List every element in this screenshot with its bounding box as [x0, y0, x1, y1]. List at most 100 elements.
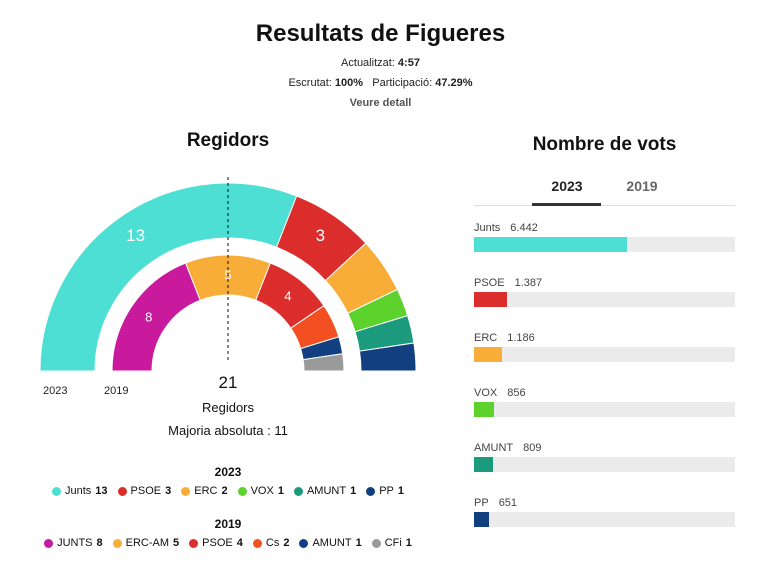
bar-vote-count: 856 — [507, 387, 526, 399]
bar-track — [474, 512, 735, 527]
page-title: Resultats de Figueres — [255, 20, 506, 47]
bar-track — [474, 292, 735, 307]
legend-party-name: JUNTS — [57, 537, 93, 549]
legend-party-seats: 1 — [277, 485, 284, 497]
bar-label: PSOE 1.387 — [474, 277, 735, 292]
legend-dot-icon — [112, 538, 122, 548]
legend-dot-icon — [189, 538, 199, 548]
legend-party-seats: 1 — [405, 537, 412, 549]
legend-item-amunt: AMUNT 1 — [299, 537, 362, 549]
legend-party-seats: 2 — [221, 485, 228, 497]
bar-track — [474, 457, 735, 472]
legend-party-name: CFi — [384, 537, 402, 549]
legend-party-seats: 3 — [165, 485, 172, 497]
bar-fill-junts — [474, 237, 627, 252]
seat-label-psoe: 4 — [284, 288, 291, 303]
bar-party-name: Junts — [474, 222, 501, 234]
bar-fill-psoe — [474, 292, 507, 307]
bar-party-name: AMUNT — [474, 442, 514, 454]
updated-time: 4:57 — [397, 57, 420, 69]
bar-label: PP 651 — [474, 497, 735, 512]
bar-row-vox: VOX 856 — [474, 387, 735, 417]
legend-year-2023: 2023 — [214, 465, 242, 479]
legend-2023: Junts 13 PSOE 3 ERC 2 VOX 1 AMUNT 1 PP 1 — [20, 485, 436, 497]
legend-item-vox: VOX 1 — [237, 485, 284, 497]
legend-item-psoe: PSOE 3 — [117, 485, 172, 497]
bar-vote-count: 1.387 — [514, 277, 543, 289]
legend-item-psoe: PSOE 4 — [189, 537, 243, 549]
legend-2019: JUNTS 8 ERC-AM 5 PSOE 4 Cs 2 AMUNT 1 CFi 1 — [20, 537, 436, 549]
bar-row-amunt: AMUNT 809 — [474, 442, 735, 472]
updated-label: Actualitzat: — [341, 57, 395, 69]
total-seats: 21 — [218, 373, 238, 392]
bar-fill-amunt — [474, 457, 493, 472]
legend-party-seats: 2 — [283, 537, 290, 549]
legend-party-seats: 1 — [355, 537, 362, 549]
bar-party-name: PSOE — [474, 277, 505, 289]
bar-label: ERC 1.186 — [474, 332, 735, 347]
bar-fill-vox — [474, 402, 494, 417]
legend-party-name: Junts — [64, 485, 92, 497]
bar-track — [474, 237, 735, 252]
tab-rule — [474, 205, 735, 206]
bar-vote-count: 6.442 — [510, 222, 538, 234]
scrutiny-line: Escrutat: 100% Participació: 47.29% — [0, 77, 761, 89]
legend-item-junts: JUNTS 8 — [44, 537, 103, 549]
bar-fill-erc — [474, 347, 502, 362]
legend-item-erc-am: ERC-AM 5 — [112, 537, 180, 549]
legend-party-name: PP — [379, 485, 394, 497]
year-tabs: 2023 2019 — [474, 178, 735, 206]
legend-party-name: AMUNT — [312, 537, 352, 549]
bar-party-name: ERC — [474, 332, 498, 344]
legend-item-amunt: AMUNT 1 — [293, 485, 356, 497]
bar-vote-count: 1.186 — [507, 332, 535, 344]
legend-item-cfi: CFi 1 — [371, 537, 412, 549]
legend-item-pp: PP 1 — [366, 485, 404, 497]
outer-ring-2023: 13 3 — [39, 182, 417, 372]
participation-label: Participació: — [372, 77, 433, 89]
legend-party-name: ERC-AM — [125, 537, 170, 549]
scrutiny-value: 100% — [334, 77, 364, 89]
bar-party-name: VOX — [474, 387, 498, 399]
legend-dot-icon — [293, 486, 303, 496]
legend-party-name: ERC — [194, 485, 218, 497]
bar-party-name: PP — [474, 497, 489, 509]
bar-row-pp: PP 651 — [474, 497, 735, 527]
tab-2023[interactable]: 2023 — [551, 178, 583, 194]
legend-dot-icon — [299, 538, 309, 548]
inner-ring-2019: 854 — [111, 254, 345, 372]
updated-line: Actualitzat: 4:57 — [0, 57, 761, 69]
bar-track — [474, 347, 735, 362]
bar-track — [474, 402, 735, 417]
legend-party-seats: 1 — [397, 485, 404, 497]
majority-label: Majoria absoluta : 11 — [168, 423, 288, 438]
legend-dot-icon — [366, 486, 376, 496]
legend-party-seats: 13 — [95, 485, 108, 497]
bar-label: AMUNT 809 — [474, 442, 735, 457]
bar-fill-pp — [474, 512, 489, 527]
seat-slice-cfi — [302, 353, 345, 372]
bar-vote-count: 809 — [523, 442, 542, 454]
seat-label-psoe: 3 — [316, 226, 325, 245]
year-outer-label: 2023 — [43, 385, 68, 397]
seats-title: Regidors — [186, 130, 270, 151]
tab-2019[interactable]: 2019 — [626, 178, 658, 194]
legend-item-junts: Junts 13 — [51, 485, 108, 497]
detail-link[interactable]: Veure detall — [349, 97, 412, 109]
legend-party-name: PSOE — [130, 485, 162, 497]
seat-slice-pp — [358, 342, 417, 372]
legend-party-seats: 5 — [173, 537, 180, 549]
bar-label: VOX 856 — [474, 387, 735, 402]
seat-slice-junts — [39, 182, 298, 372]
legend-party-name: AMUNT — [306, 485, 347, 497]
legend-party-name: Cs — [265, 537, 280, 549]
legend-dot-icon — [117, 486, 127, 496]
legend-party-seats: 4 — [236, 537, 243, 549]
legend-dot-icon — [237, 486, 247, 496]
legend-dot-icon — [44, 538, 54, 548]
bar-row-erc: ERC 1.186 — [474, 332, 735, 362]
seats-hemicycle: 13 3 854 — [39, 177, 417, 372]
year-inner-label: 2019 — [104, 385, 129, 397]
legend-item-cs: Cs 2 — [252, 537, 290, 549]
bar-row-psoe: PSOE 1.387 — [474, 277, 735, 307]
